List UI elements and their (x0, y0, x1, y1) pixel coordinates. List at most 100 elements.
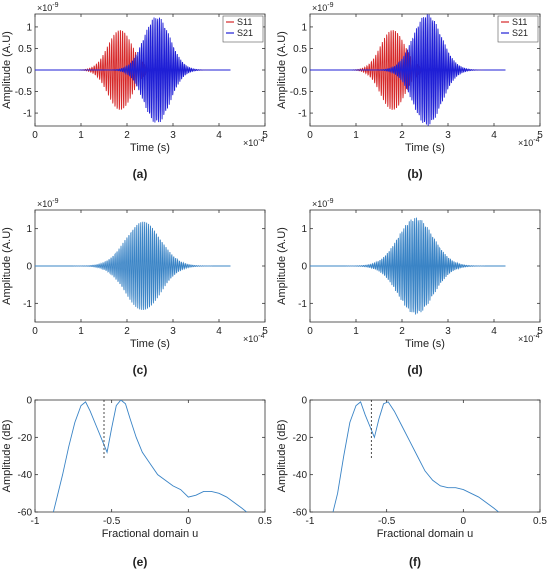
plot-layer (310, 14, 506, 126)
x-exponent: ×10-4 (518, 137, 540, 148)
y-exponent: ×10-9 (312, 2, 334, 13)
y-tick-label: 1 (26, 224, 32, 235)
y-tick-label: 1 (301, 224, 307, 235)
panel-b: 0 1 2 3 4 5 -1 -0.5 0 0.5 1 Time (s) Amplitude (A.U)… (276, 2, 543, 181)
panel-caption: (f) (409, 555, 421, 569)
y-tick-label: -60 (293, 508, 308, 519)
x-exponent: ×10-4 (518, 333, 540, 344)
y-tick-label: 0 (301, 396, 307, 407)
y-axis-label: Amplitude (A.U) (1, 227, 13, 305)
x-tick-label: 0 (186, 516, 192, 527)
x-axis-label: Time (s) (405, 142, 445, 154)
y-tick-label: 0.5 (18, 44, 32, 55)
x-exponent: ×10-4 (243, 137, 265, 148)
x-tick-label: 2 (399, 130, 405, 141)
y-tick-label: 1 (26, 22, 32, 33)
x-axis-label: Fractional domain u (377, 528, 474, 540)
panel-caption: (e) (133, 555, 148, 569)
panel-d: 0 1 2 3 4 5 -1 0 1 Time (s) Amplitude (A.U) ×10-9 ×1… (276, 198, 543, 377)
x-tick-label: 0.5 (258, 516, 272, 527)
y-tick-label: -20 (18, 433, 33, 444)
panel-a: 0 1 2 3 4 5 -1 -0.5 0 0.5 1 Time (s) Amplitude (A.U)… (1, 2, 268, 181)
x-tick-label: 1 (78, 130, 84, 141)
x-tick-label: 0 (32, 326, 38, 337)
y-tick-label: 0 (26, 66, 32, 77)
legend-entry: S11 (512, 17, 527, 27)
plot-area (34, 399, 266, 513)
panel-caption: (c) (133, 363, 148, 377)
x-tick-label: 0.5 (533, 516, 547, 527)
legend-entry: S21 (512, 28, 528, 38)
y-axis-label: Amplitude (A.U) (276, 227, 288, 305)
y-tick-label: 0 (26, 396, 32, 407)
x-tick-label: 2 (399, 326, 405, 337)
y-tick-label: 0.5 (293, 44, 307, 55)
legend-entry: S11 (237, 17, 252, 27)
y-tick-label: 0 (26, 262, 32, 273)
y-axis-label: Amplitude (A.U) (1, 31, 13, 109)
y-tick-label: 1 (301, 22, 307, 33)
plot-layer (52, 400, 247, 512)
legend-box (497, 15, 539, 43)
y-tick-label: -0.5 (15, 87, 33, 98)
x-tick-label: -1 (31, 516, 40, 527)
plot-layer (310, 217, 506, 315)
x-tick-label: -0.5 (103, 516, 121, 527)
y-exponent: ×10-9 (312, 198, 334, 209)
y-tick-label: 0 (301, 66, 307, 77)
y-exponent: ×10-9 (37, 198, 59, 209)
legend-box (222, 15, 264, 43)
y-tick-label: -40 (293, 470, 308, 481)
x-tick-label: 0 (307, 326, 313, 337)
plot-layer (332, 400, 499, 512)
series-line-1 (332, 401, 499, 512)
y-axis-label: Amplitude (A.U) (276, 31, 288, 109)
y-tick-label: -40 (18, 470, 33, 481)
y-tick-label: -1 (23, 299, 32, 310)
x-tick-label: 3 (445, 130, 451, 141)
series-line-1 (52, 400, 247, 512)
x-exponent: ×10-4 (243, 333, 265, 344)
x-axis-label: Time (s) (130, 338, 170, 350)
x-tick-label: 1 (78, 326, 84, 337)
x-tick-label: 5 (262, 326, 268, 337)
y-tick-label: -60 (18, 508, 33, 519)
panel-caption: (b) (407, 167, 422, 181)
panel-c: 0 1 2 3 4 5 -1 0 1 Time (s) Amplitude (A.U) ×10-9 ×1… (1, 198, 268, 377)
x-tick-label: 5 (537, 326, 543, 337)
x-axis-label: Time (s) (405, 338, 445, 350)
x-tick-label: 4 (491, 130, 497, 141)
x-tick-label: 4 (216, 130, 222, 141)
y-tick-label: -0.5 (290, 87, 308, 98)
x-tick-label: 0 (461, 516, 467, 527)
y-tick-label: -1 (298, 299, 307, 310)
series-line-1 (35, 221, 231, 310)
x-tick-label: 3 (170, 326, 176, 337)
x-tick-label: 2 (124, 326, 130, 337)
x-tick-label: -0.5 (378, 516, 396, 527)
plot-layer (35, 221, 231, 310)
plot-area (309, 399, 541, 513)
y-tick-label: -1 (23, 109, 32, 120)
x-tick-label: 5 (262, 130, 268, 141)
series-line-1 (310, 217, 506, 315)
x-tick-label: 4 (491, 326, 497, 337)
x-tick-label: 1 (353, 130, 359, 141)
x-tick-label: 1 (353, 326, 359, 337)
y-tick-label: -20 (293, 433, 308, 444)
panel-caption: (d) (407, 363, 422, 377)
y-tick-label: 0 (301, 262, 307, 273)
x-axis-label: Time (s) (130, 142, 170, 154)
x-tick-label: 4 (216, 326, 222, 337)
x-axis-label: Fractional domain u (102, 528, 199, 540)
panel-caption: (a) (133, 167, 148, 181)
x-tick-label: 0 (32, 130, 38, 141)
x-tick-label: 2 (124, 130, 130, 141)
y-axis-label: Amplitude (dB) (1, 420, 13, 493)
x-tick-label: 0 (307, 130, 313, 141)
